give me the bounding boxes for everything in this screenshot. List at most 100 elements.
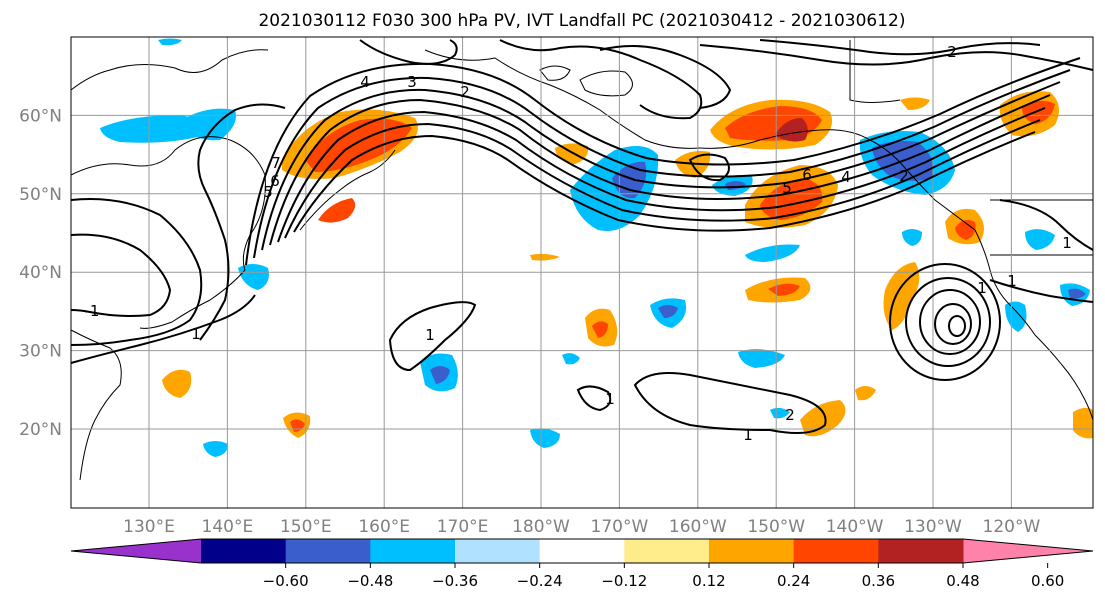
- contour-line: [359, 39, 458, 65]
- longitude-tick-label: 180°W: [512, 517, 570, 537]
- pv-negative-core: [658, 305, 678, 318]
- island: [539, 65, 571, 81]
- contour-label: 1: [605, 390, 615, 408]
- contour-line: [905, 277, 991, 367]
- pv-negative-region: [203, 441, 228, 457]
- pv-negative-region: [745, 244, 800, 262]
- longitude-tick-label: 120°W: [983, 517, 1041, 537]
- pv-negative-region: [238, 264, 269, 290]
- colorbar-tick-label: −0.48: [347, 572, 393, 590]
- contour-line: [499, 39, 703, 120]
- contour-line: [277, 107, 1046, 243]
- colorbar-segment: [878, 539, 964, 563]
- contour-line: [989, 279, 1094, 303]
- contour-line: [284, 119, 1041, 239]
- contour-label: 6: [802, 166, 812, 184]
- contour-label: 3: [407, 73, 417, 91]
- alaska-coast: [424, 49, 701, 149]
- latitude-tick-label: 60°N: [19, 106, 62, 126]
- colorbar-tick-label: −0.36: [432, 572, 478, 590]
- contour-line: [245, 57, 1081, 266]
- contour-line: [759, 39, 1041, 56]
- coastline: [70, 49, 269, 91]
- contour-line: [889, 263, 1001, 381]
- contour-line: [70, 198, 203, 346]
- coastline: [139, 269, 246, 329]
- pv-positive-region: [530, 253, 560, 261]
- longitude-tick-label: 150°E: [280, 517, 332, 537]
- colorbar: −0.60 −0.48 −0.36 −0.24 −0.12 0.12 0.24 0.36 0.4…: [70, 538, 1094, 590]
- longitude-tick-label: 170°W: [591, 517, 649, 537]
- contour-label: 6: [270, 172, 280, 190]
- contour-label: 2: [899, 167, 909, 185]
- pv-positive-region: [1073, 407, 1093, 439]
- colorbar-segment: [201, 539, 287, 563]
- contour-line: [70, 294, 256, 364]
- pv-positive-region: [900, 97, 930, 110]
- contour-line: [599, 45, 732, 109]
- contour-line: [576, 385, 612, 412]
- contour-line: [70, 233, 172, 317]
- contour-line: [293, 131, 1036, 233]
- latitude-tick-label: 20°N: [19, 420, 62, 440]
- longitude-tick-label: 160°W: [669, 517, 727, 537]
- ivt-contours: [70, 39, 1094, 435]
- pv-negative-region: [562, 353, 580, 365]
- contour-line: [197, 103, 286, 341]
- contour-line: [388, 301, 477, 372]
- colorbar-tick-label: −0.12: [601, 572, 647, 590]
- contour-label: 5: [782, 179, 792, 197]
- contour-label: 7: [271, 154, 281, 172]
- latitude-tick-label: 50°N: [19, 185, 62, 205]
- contour-line: [948, 315, 966, 337]
- contour-line: [261, 81, 1061, 251]
- pv-positive-region: [855, 386, 876, 401]
- pv-positive-core: [592, 321, 608, 338]
- contour-line: [633, 372, 827, 435]
- latitude-tick-label: 30°N: [19, 342, 62, 362]
- pv-negative-region: [100, 115, 206, 143]
- contour-label: -1: [85, 302, 100, 320]
- longitude-tick-label: 150°W: [747, 517, 805, 537]
- island: [579, 70, 633, 97]
- contour-label: 2: [460, 83, 470, 101]
- colorbar-segment: [624, 539, 710, 563]
- colorbar-tick-label: 0.24: [777, 572, 810, 590]
- pv-positive-region: [883, 262, 920, 330]
- latitude-tick-label: 40°N: [19, 263, 62, 283]
- colorbar-segment: [370, 539, 456, 563]
- contour-line: [269, 94, 1051, 246]
- pv-negative-core: [1068, 288, 1086, 299]
- longitude-tick-label: 130°E: [123, 517, 175, 537]
- colorbar-under-extension: [71, 539, 201, 563]
- longitude-axis: 130°E 140°E 150°E 160°E 170°E 180°W 170°W 160°W…: [123, 517, 1040, 537]
- pv-positive-region: [800, 400, 846, 437]
- pv-positive-core: [1022, 100, 1055, 124]
- latitude-axis: 20°N 30°N 40°N 50°N 60°N: [19, 106, 62, 440]
- longitude-tick-label: 140°W: [826, 517, 884, 537]
- colorbar-tick-label: −0.60: [263, 572, 309, 590]
- pv-negative-region: [738, 349, 785, 368]
- contour-label: 1: [1007, 272, 1017, 290]
- longitude-tick-label: 160°E: [358, 517, 410, 537]
- colorbar-segment: [285, 539, 371, 563]
- contour-label: 1: [425, 326, 435, 344]
- contour-line: [699, 44, 1094, 71]
- contour-line: [919, 289, 981, 355]
- pv-positive-peak: [775, 118, 808, 142]
- contour-label: 1: [191, 325, 201, 343]
- longitude-tick-label: 140°E: [202, 517, 254, 537]
- pv-negative-region: [158, 38, 182, 46]
- pv-positive-region: [318, 198, 356, 223]
- pv-negative-region: [185, 108, 236, 141]
- contour-label: 4: [360, 73, 370, 91]
- pv-positive-core: [305, 118, 412, 172]
- contour-label: 4: [841, 168, 851, 186]
- contour-label: 1: [1062, 234, 1072, 252]
- pv-negative-region: [530, 428, 560, 448]
- contour-label: 1: [977, 279, 987, 297]
